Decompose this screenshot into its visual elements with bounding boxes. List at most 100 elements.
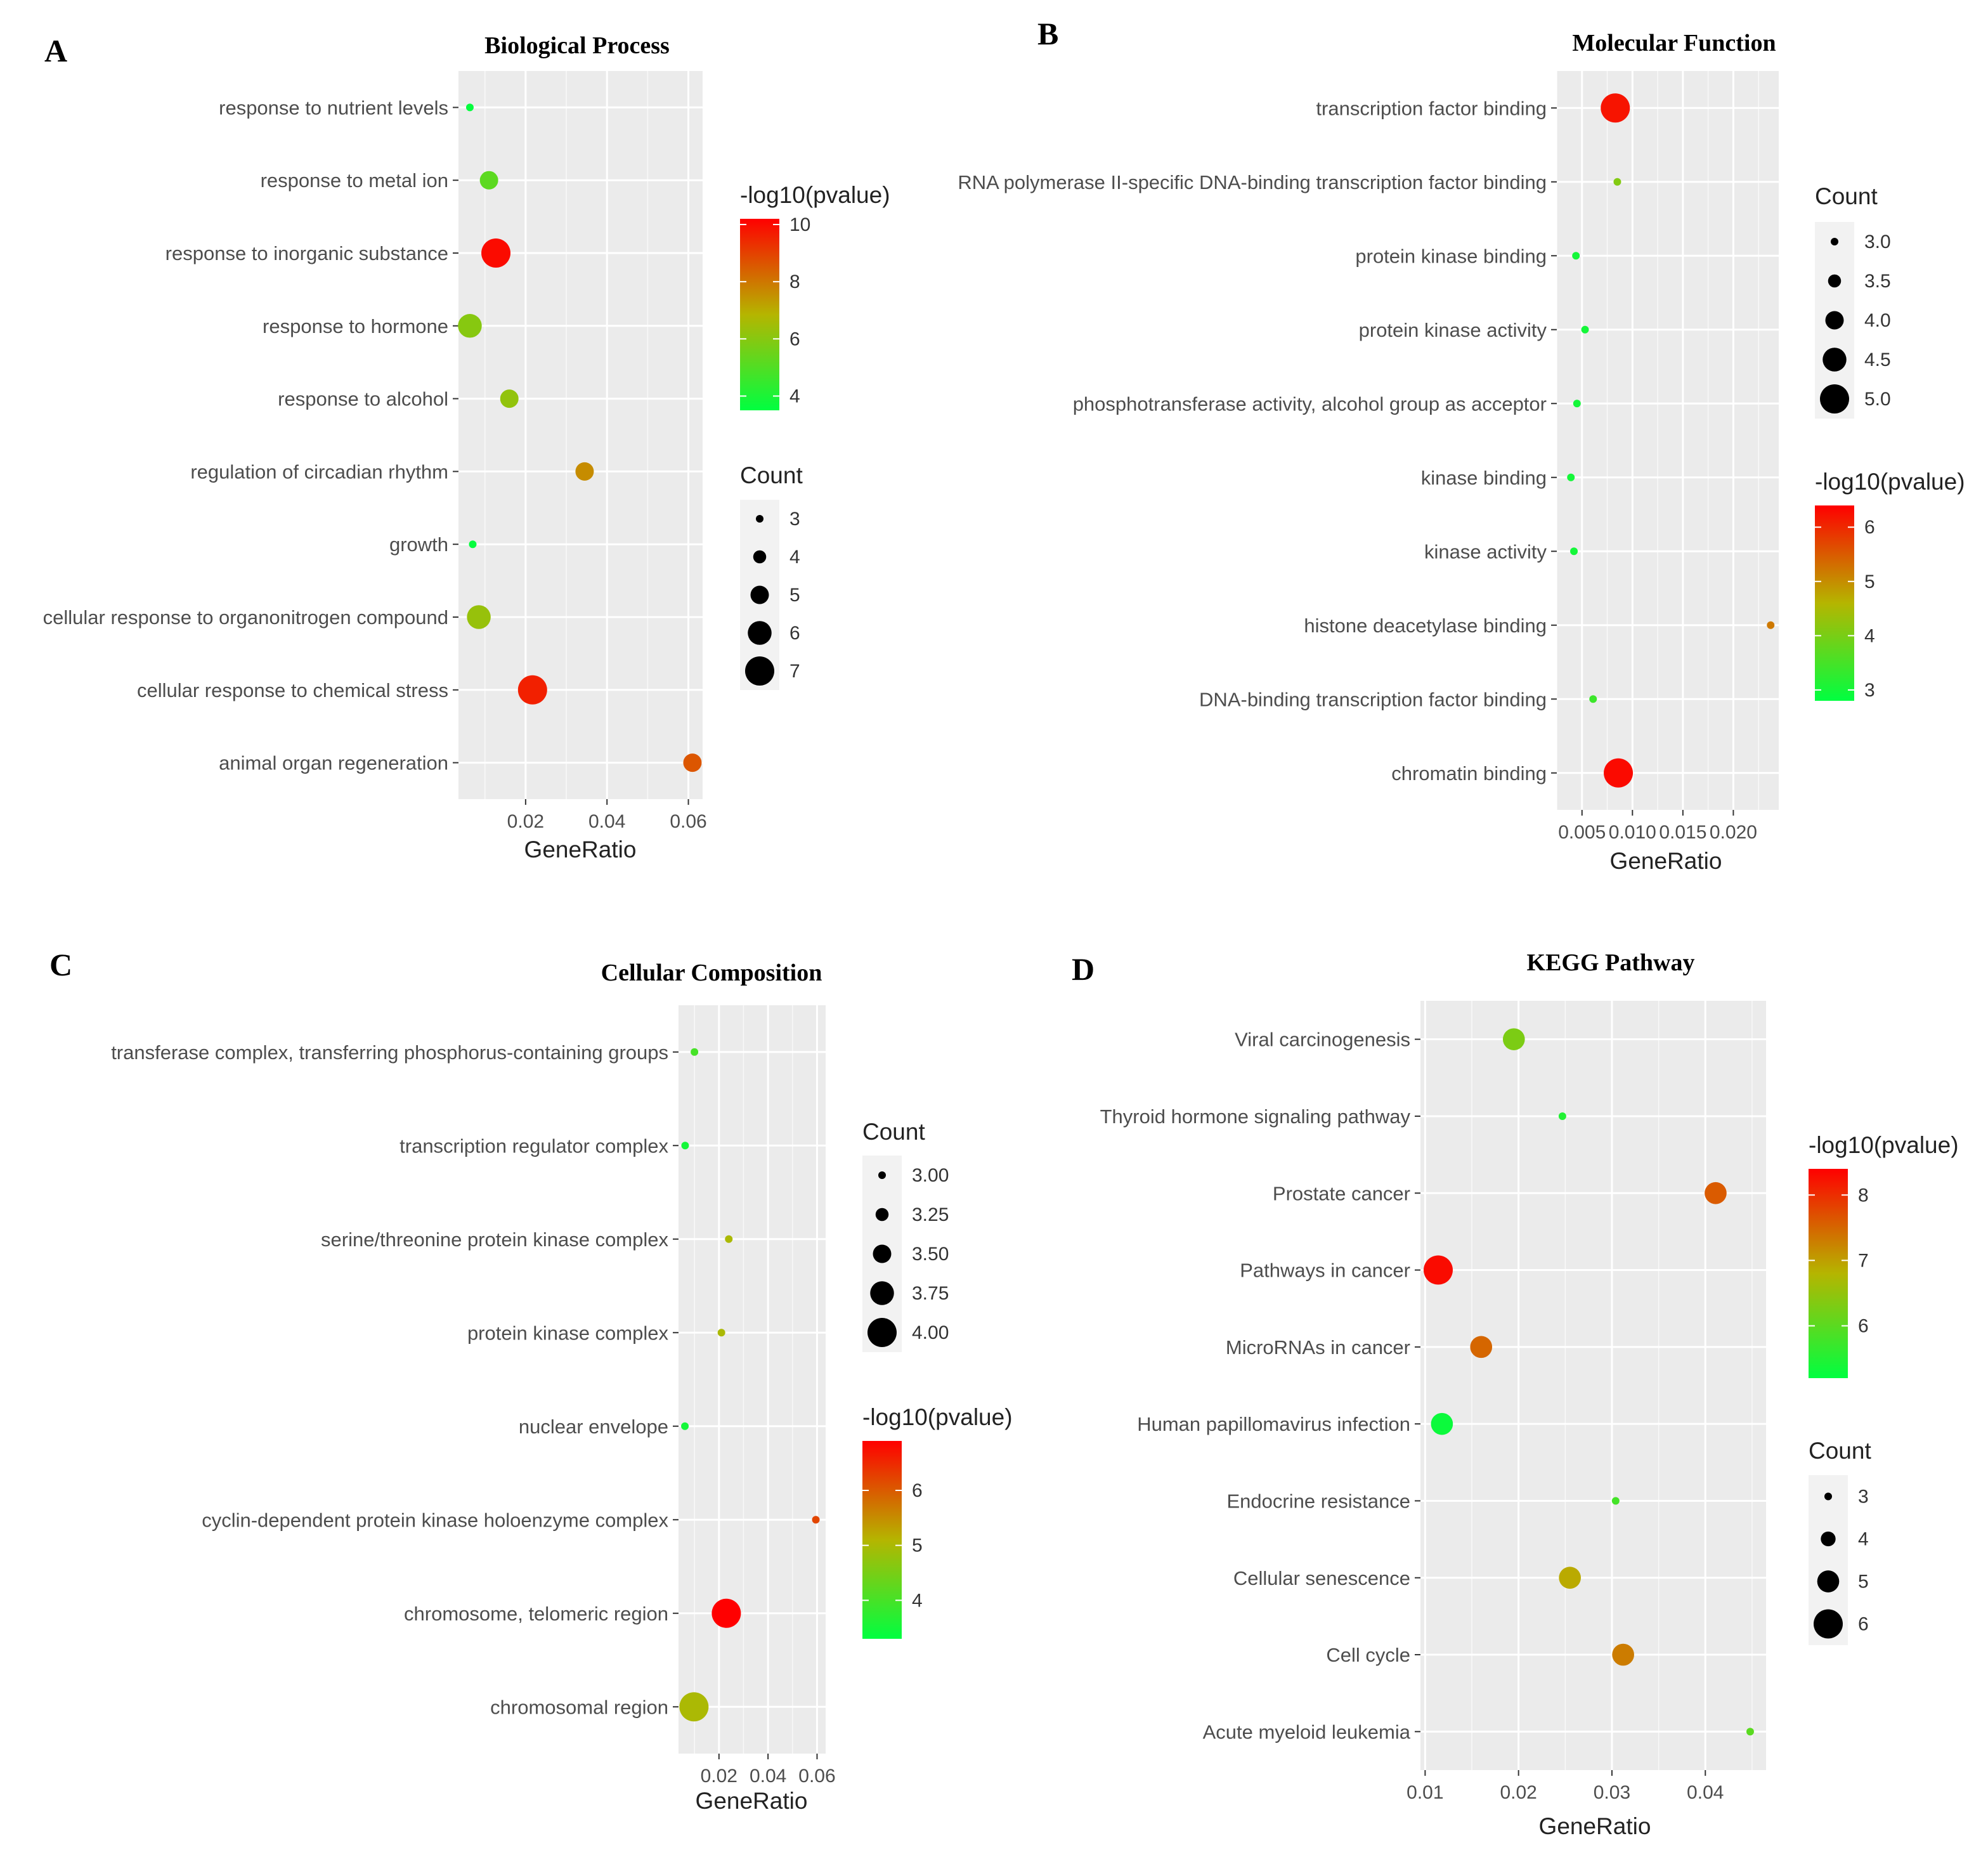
- data-point: [711, 1598, 741, 1628]
- color-legend-label: 6: [912, 1480, 923, 1501]
- panel-b-molecular-function: B Molecular Function 0.005 0.010 0.015 0.02…: [958, 16, 1965, 874]
- size-legend-dot: [1831, 238, 1838, 245]
- size-legend-label: 5.0: [1864, 389, 1891, 410]
- data-point: [1567, 473, 1575, 481]
- y-category-label: Pathways in cancer: [1240, 1260, 1410, 1282]
- y-category-label: kinase binding: [1421, 467, 1547, 489]
- data-point: [1612, 1643, 1634, 1666]
- y-category-label: DNA-binding transcription factor binding: [1199, 688, 1547, 710]
- x-axis-title: GeneRatio: [696, 1788, 808, 1814]
- data-point: [679, 1692, 709, 1722]
- size-legend-label: 4: [1858, 1529, 1869, 1550]
- color-legend-title: -log10(pvalue): [1815, 469, 1965, 495]
- color-legend: -log10(pvalue) 3 4 5 6: [1815, 469, 1965, 701]
- size-legend-dot: [1814, 1609, 1843, 1639]
- size-legend-dot: [1825, 311, 1844, 330]
- size-legend-label: 7: [789, 661, 800, 682]
- y-category-label: chromosome, telomeric region: [404, 1603, 668, 1625]
- data-point: [1470, 1336, 1493, 1358]
- data-point: [1573, 400, 1581, 408]
- color-legend-label: 7: [1858, 1250, 1869, 1271]
- size-legend-label: 5: [789, 585, 800, 606]
- data-point: [1502, 1028, 1525, 1050]
- data-point: [465, 103, 474, 112]
- data-point: [1559, 1567, 1582, 1589]
- size-legend-dot: [1817, 1570, 1840, 1593]
- size-legend-dot: [878, 1171, 886, 1179]
- panel-title: Cellular Composition: [601, 960, 822, 986]
- color-legend: -log10(pvalue) 4 6 8 10: [740, 182, 890, 410]
- x-tick-label: 0.04: [588, 811, 625, 832]
- panel-title: KEGG Pathway: [1527, 949, 1695, 976]
- panel-c-cellular-composition: C Cellular Composition 0.02 0.04 0.06 trans…: [49, 947, 1013, 1814]
- data-point: [1767, 621, 1775, 629]
- size-legend: Count 3 4 5 6: [1809, 1438, 1871, 1645]
- color-legend-title: -log10(pvalue): [862, 1404, 1013, 1430]
- x-tick-label: 0.02: [507, 811, 544, 832]
- color-legend-label: 4: [1864, 625, 1875, 646]
- y-category-label: animal organ regeneration: [219, 752, 448, 774]
- data-point: [1746, 1728, 1754, 1736]
- color-legend-gradient-bar: [1815, 505, 1854, 701]
- data-point: [725, 1235, 733, 1243]
- color-legend: -log10(pvalue) 6 7 8: [1809, 1132, 1959, 1378]
- plot-background: [1420, 1001, 1766, 1770]
- color-legend-label: 6: [1858, 1316, 1869, 1337]
- size-legend-dot: [1824, 1492, 1832, 1501]
- data-point: [479, 171, 498, 190]
- data-point: [1423, 1255, 1453, 1285]
- color-legend-title: -log10(pvalue): [740, 182, 890, 208]
- data-point: [500, 389, 519, 408]
- color-legend-label: 6: [1864, 517, 1875, 538]
- size-legend-dot: [750, 585, 769, 604]
- x-axis-title: GeneRatio: [1610, 848, 1722, 874]
- size-legend-label: 6: [1858, 1614, 1869, 1635]
- y-category-label: protein kinase activity: [1359, 319, 1547, 341]
- data-point: [1613, 178, 1621, 186]
- plot-background: [679, 1005, 826, 1754]
- y-category-label: cellular response to organonitrogen comp…: [43, 606, 448, 629]
- x-tick-label: 0.02: [701, 1766, 737, 1787]
- data-point: [681, 1422, 689, 1430]
- data-point: [1570, 547, 1578, 556]
- y-category-label: response to metal ion: [261, 169, 448, 192]
- color-legend-label: 5: [912, 1535, 923, 1556]
- color-legend-label: 10: [789, 214, 810, 235]
- data-point: [1431, 1412, 1453, 1435]
- color-legend-label: 5: [1864, 571, 1875, 592]
- x-tick-label: 0.010: [1609, 822, 1656, 843]
- size-legend-title: Count: [740, 462, 803, 488]
- size-legend-label: 6: [789, 623, 800, 644]
- x-tick-label: 0.03: [1594, 1782, 1630, 1803]
- plot-background: [1557, 71, 1779, 810]
- dot-plot-area: 0.01 0.02 0.03 0.04 Viral carcinogenesis Thyr…: [1100, 1001, 1766, 1803]
- y-category-label: RNA polymerase II-specific DNA-binding t…: [958, 171, 1547, 193]
- data-point: [1581, 325, 1589, 334]
- y-category-label: serine/threonine protein kinase complex: [321, 1228, 668, 1251]
- size-legend-dot: [1828, 274, 1842, 288]
- y-category-label: kinase activity: [1424, 540, 1547, 563]
- data-point: [467, 605, 491, 629]
- y-category-label: Thyroid hormone signaling pathway: [1100, 1105, 1411, 1128]
- y-category-label: Cellular senescence: [1233, 1567, 1410, 1589]
- x-tick-label: 0.06: [798, 1766, 835, 1787]
- x-tick-label: 0.06: [670, 811, 706, 832]
- y-category-label: transcription regulator complex: [400, 1135, 668, 1157]
- data-point: [1705, 1182, 1727, 1204]
- y-category-label: response to inorganic substance: [166, 242, 448, 264]
- data-point: [458, 314, 482, 338]
- x-tick-label: 0.020: [1710, 822, 1757, 843]
- x-tick-label: 0.015: [1659, 822, 1706, 843]
- data-point: [1601, 93, 1630, 123]
- size-legend: Count 3.00 3.25 3.50 3.75 4.00: [862, 1119, 949, 1352]
- panel-title: Biological Process: [484, 32, 670, 59]
- data-point: [1604, 758, 1634, 788]
- color-legend-title: -log10(pvalue): [1809, 1132, 1959, 1158]
- y-category-label: Cell cycle: [1326, 1644, 1410, 1666]
- x-axis-title: GeneRatio: [524, 837, 637, 863]
- plot-background: [458, 71, 703, 799]
- size-legend: Count 3.0 3.5 4.0 4.5 5.0: [1815, 183, 1891, 419]
- data-point: [691, 1048, 699, 1056]
- size-legend-label: 4.00: [912, 1322, 949, 1343]
